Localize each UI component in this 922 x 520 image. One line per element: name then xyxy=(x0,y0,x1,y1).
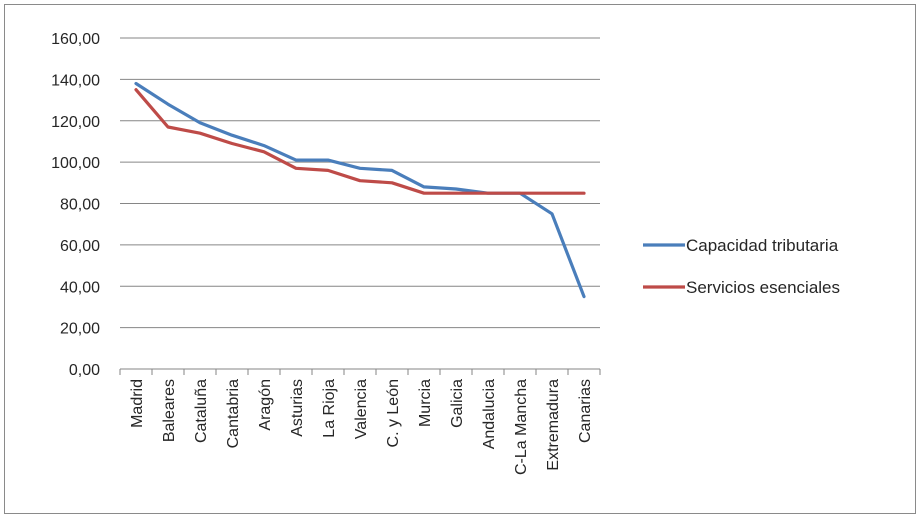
series-line xyxy=(134,88,586,195)
x-axis-tick-marks xyxy=(119,369,601,375)
x-tick-label: Murcia xyxy=(417,379,434,427)
x-tick-label: Asturias xyxy=(289,379,306,437)
series-lines xyxy=(134,81,586,299)
y-tick-label: 60,00 xyxy=(60,238,100,255)
y-axis-tick-labels: 0,00 20,00 40,00 60,00 80,00 100,00 120,00 140,… xyxy=(51,31,100,379)
x-tick-label: Galicia xyxy=(449,379,466,428)
x-tick-label: Baleares xyxy=(161,379,178,442)
series-line xyxy=(134,81,586,299)
y-tick-label: 40,00 xyxy=(60,279,100,296)
y-tick-label: 80,00 xyxy=(60,197,100,214)
x-tick-label: Extremadura xyxy=(545,379,562,471)
legend-label: Servicios esenciales xyxy=(686,278,840,297)
y-tick-label: 140,00 xyxy=(51,72,100,89)
x-tick-label: Aragón xyxy=(257,379,274,431)
x-tick-label: C-La Mancha xyxy=(513,379,530,475)
x-tick-label: C. y León xyxy=(385,379,402,447)
x-axis-tick-labels: Madrid Baleares Cataluña Cantabria Aragón Ast… xyxy=(129,379,594,475)
x-tick-label: Valencia xyxy=(353,379,370,439)
y-tick-label: 0,00 xyxy=(69,362,100,379)
y-tick-label: 160,00 xyxy=(51,31,100,48)
y-tick-label: 100,00 xyxy=(51,155,100,172)
x-tick-label: Canarias xyxy=(577,379,594,443)
y-tick-label: 120,00 xyxy=(51,114,100,131)
chart-frame xyxy=(4,4,916,514)
y-tick-label: 20,00 xyxy=(60,321,100,338)
legend: Capacidad tributaria Servicios esenciales xyxy=(643,236,840,297)
legend-label: Capacidad tributaria xyxy=(686,236,839,255)
x-tick-label: Cataluña xyxy=(193,379,210,443)
x-tick-label: Madrid xyxy=(129,379,146,428)
gridlines xyxy=(120,37,600,329)
x-tick-label: Andalucia xyxy=(481,379,498,449)
x-tick-label: La Rioja xyxy=(321,379,338,438)
x-tick-label: Cantabria xyxy=(225,379,242,448)
